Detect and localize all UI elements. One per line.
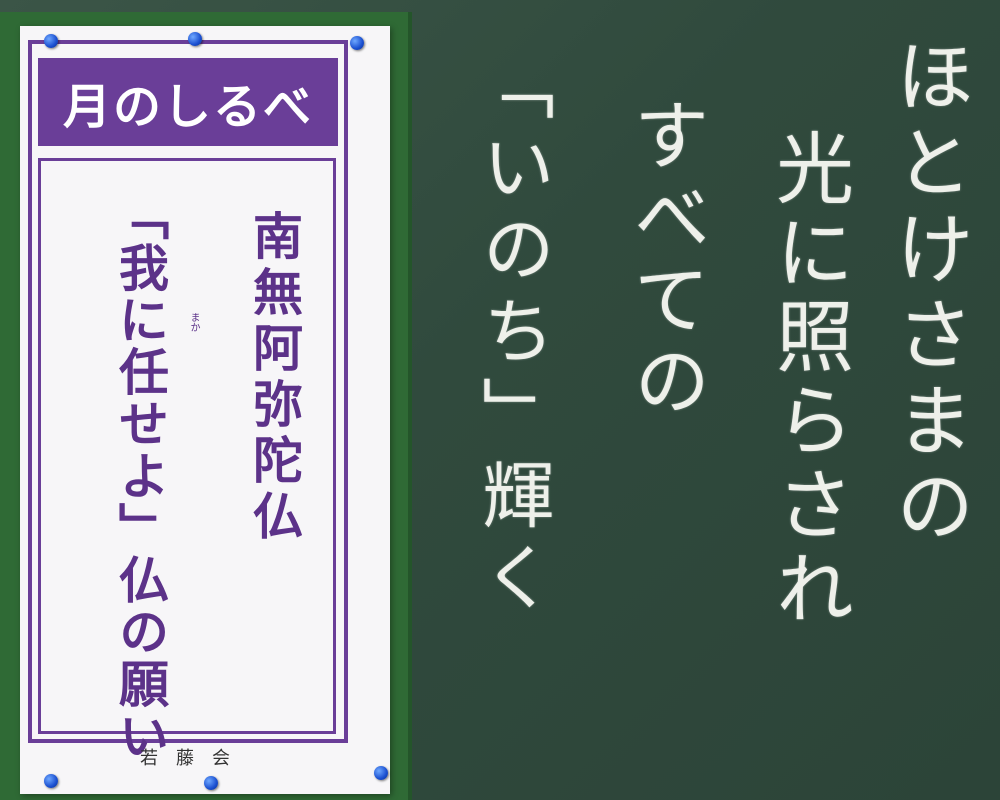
pushpin-icon <box>44 34 58 48</box>
chalk-line-3: すべての <box>621 96 710 424</box>
poster <box>20 26 390 794</box>
poster-nembutsu: 南無阿弥陀仏 <box>245 210 304 546</box>
pushpin-icon <box>350 36 364 50</box>
pushpin-icon <box>188 32 202 46</box>
poster-title-band: 月のしるべ <box>38 58 338 146</box>
chalk-line-4: 「いのち」輝く <box>470 48 554 622</box>
pushpin-icon <box>44 774 58 788</box>
poster-title: 月のしるべ <box>62 79 313 135</box>
poster-footer: 若藤会 <box>140 748 248 769</box>
chalk-line-2: 光に照らされ <box>763 128 853 632</box>
poster-ruby: まか <box>188 312 199 332</box>
poster-inner-frame <box>38 158 336 734</box>
pushpin-icon <box>374 766 388 780</box>
pushpin-icon <box>204 776 218 790</box>
poster-phrase: 「我に任せよ」仏の願い <box>111 190 170 762</box>
chalk-line-1: ほとけさまの <box>883 36 973 552</box>
